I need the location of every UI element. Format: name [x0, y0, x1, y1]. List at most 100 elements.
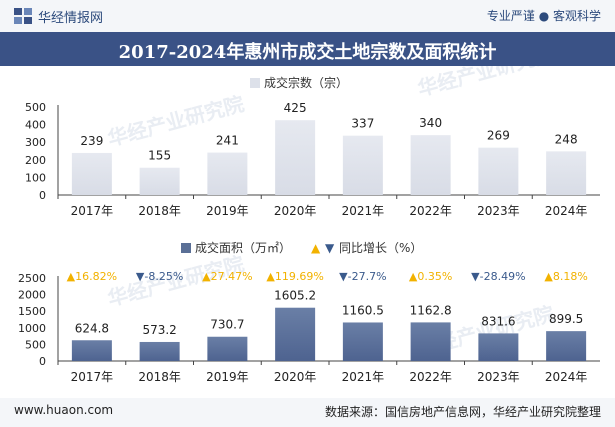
- area-data-label: 1160.5: [342, 303, 384, 317]
- count-data-label: 425: [284, 101, 307, 115]
- growth-label: ▼-28.49%: [471, 270, 525, 283]
- count-bar: [478, 147, 519, 195]
- area-data-label: 1162.8: [410, 303, 452, 317]
- area-data-label: 730.7: [210, 318, 244, 332]
- growth-value: 119.69%: [275, 270, 324, 283]
- chart-title: 2017-2024年惠州市成交土地宗数及面积统计: [118, 42, 497, 63]
- header-bar: [0, 0, 615, 32]
- growth-value: 8.18%: [553, 270, 588, 283]
- count-data-label: 337: [351, 117, 374, 131]
- x-tick-label: 2022年: [409, 370, 452, 384]
- growth-up-triangle-icon: ▲: [202, 270, 211, 283]
- count-bar: [410, 135, 451, 195]
- count-data-label: 241: [216, 134, 239, 148]
- area-data-label: 1605.2: [274, 289, 316, 303]
- growth-value: -8.25%: [144, 270, 183, 283]
- x-tick-label: 2024年: [545, 370, 588, 384]
- area-bar: [275, 307, 316, 361]
- count-data-label: 340: [419, 116, 442, 130]
- y-tick-label: 300: [25, 136, 46, 149]
- legend-up-triangle-icon: ▲: [311, 241, 321, 255]
- growth-up-triangle-icon: ▲: [67, 270, 76, 283]
- legend-swatch-count: [250, 78, 260, 88]
- growth-label: ▼-27.7%: [339, 270, 386, 283]
- area-bar: [410, 322, 451, 361]
- count-data-label: 269: [487, 129, 510, 143]
- growth-value: 16.82%: [75, 270, 117, 283]
- x-tick-label: 2024年: [545, 204, 588, 218]
- y-tick-label: 1000: [18, 322, 46, 335]
- growth-up-triangle-icon: ▲: [266, 270, 275, 283]
- y-tick-label: 0: [39, 355, 46, 368]
- growth-label: ▲8.18%: [544, 270, 587, 283]
- growth-value: 27.47%: [211, 270, 253, 283]
- x-tick-label: 2019年: [206, 204, 249, 218]
- brand-name: 华经情报网: [38, 11, 104, 26]
- legend-label-count: 成交宗数（宗）: [264, 75, 348, 90]
- area-bar: [71, 340, 112, 361]
- legend-swatch-area: [181, 243, 191, 253]
- area-data-label: 831.6: [481, 314, 515, 328]
- watermark-text: 华经产业研究院: [415, 66, 556, 101]
- growth-down-triangle-icon: ▼: [339, 270, 348, 283]
- legend-label-area: 成交面积（万㎡）: [195, 240, 291, 255]
- count-data-label: 239: [80, 134, 103, 148]
- growth-label: ▲16.82%: [67, 270, 117, 283]
- x-tick-label: 2022年: [409, 204, 452, 218]
- y-tick-label: 1500: [18, 305, 46, 318]
- footer-source: 数据来源：国信房地产信息网，华经产业研究院整理: [324, 405, 601, 419]
- count-data-label: 155: [148, 149, 171, 163]
- area-bar: [546, 331, 587, 361]
- count-data-label: 248: [555, 132, 578, 146]
- logo-icon: [14, 8, 32, 24]
- y-tick-label: 100: [25, 171, 46, 184]
- footer-bar: [0, 398, 615, 427]
- growth-label: ▲27.47%: [202, 270, 252, 283]
- x-tick-label: 2019年: [206, 370, 249, 384]
- slogan: 专业严谨 ● 客观科学: [486, 9, 601, 23]
- y-tick-label: 500: [25, 101, 46, 114]
- growth-down-triangle-icon: ▼: [136, 270, 145, 283]
- y-tick-label: 2000: [18, 289, 46, 302]
- growth-value: 0.35%: [417, 270, 452, 283]
- growth-value: -27.7%: [348, 270, 387, 283]
- growth-up-triangle-icon: ▲: [409, 270, 418, 283]
- y-tick-label: 200: [25, 154, 46, 167]
- area-bar: [342, 322, 383, 361]
- x-tick-label: 2020年: [274, 204, 317, 218]
- area-bar: [139, 341, 180, 361]
- area-bar: [207, 336, 248, 361]
- growth-label: ▲0.35%: [409, 270, 452, 283]
- x-tick-label: 2017年: [71, 204, 114, 218]
- x-tick-label: 2021年: [342, 204, 385, 218]
- x-tick-label: 2020年: [274, 370, 317, 384]
- y-tick-label: 400: [25, 119, 46, 132]
- growth-label: ▼-8.25%: [136, 270, 183, 283]
- x-tick-label: 2023年: [477, 370, 520, 384]
- title-bar: [0, 32, 615, 66]
- count-bar: [207, 152, 248, 195]
- x-tick-label: 2023年: [477, 204, 520, 218]
- y-tick-label: 0: [39, 189, 46, 202]
- x-tick-label: 2021年: [342, 370, 385, 384]
- y-tick-label: 2500: [18, 272, 46, 285]
- count-bar: [139, 167, 180, 195]
- x-tick-label: 2018年: [138, 370, 181, 384]
- growth-value: -28.49%: [480, 270, 526, 283]
- count-bar: [546, 151, 587, 195]
- area-data-label: 899.5: [549, 312, 583, 326]
- growth-label: ▲119.69%: [266, 270, 323, 283]
- count-bar: [342, 135, 383, 195]
- growth-up-triangle-icon: ▲: [544, 270, 553, 283]
- y-tick-label: 500: [25, 338, 46, 351]
- x-tick-label: 2017年: [71, 370, 114, 384]
- growth-down-triangle-icon: ▼: [471, 270, 480, 283]
- count-bar: [71, 152, 112, 195]
- area-data-label: 573.2: [142, 323, 176, 337]
- legend-label-growth: 同比增长（%）: [339, 241, 422, 255]
- legend-down-triangle-icon: ▼: [325, 241, 335, 255]
- area-bar: [478, 333, 519, 361]
- area-data-label: 624.8: [75, 321, 109, 335]
- count-bar: [275, 120, 316, 195]
